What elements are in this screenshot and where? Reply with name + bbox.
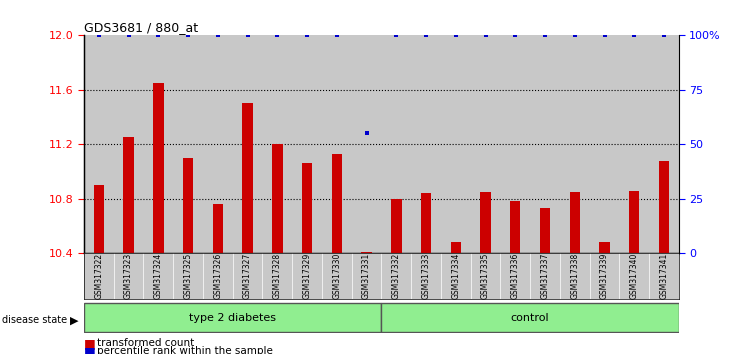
Bar — [510, 201, 520, 253]
Text: GSM317329: GSM317329 — [302, 253, 312, 299]
Text: GSM317339: GSM317339 — [600, 253, 609, 299]
Text: GSM317322: GSM317322 — [94, 253, 104, 299]
Text: GSM317333: GSM317333 — [421, 253, 431, 299]
Text: GSM317325: GSM317325 — [183, 253, 193, 299]
Bar — [391, 199, 402, 253]
Text: GSM317323: GSM317323 — [124, 253, 133, 299]
Bar — [173, 35, 203, 253]
Bar — [263, 35, 292, 253]
Bar — [352, 35, 381, 253]
Bar — [629, 190, 639, 253]
Bar — [322, 35, 352, 253]
Bar — [153, 83, 164, 253]
Bar — [590, 35, 619, 253]
Text: GSM317341: GSM317341 — [659, 253, 669, 299]
Bar — [292, 35, 322, 253]
Bar — [658, 161, 669, 253]
Bar — [182, 158, 193, 253]
Bar — [203, 35, 233, 253]
Bar — [471, 35, 501, 253]
Bar — [501, 35, 530, 253]
Text: ■: ■ — [84, 337, 96, 350]
Bar — [84, 35, 114, 253]
Bar — [450, 242, 461, 253]
Bar — [114, 35, 143, 253]
Bar — [411, 35, 441, 253]
Text: control: control — [511, 313, 550, 322]
Text: GSM317336: GSM317336 — [511, 253, 520, 299]
Bar — [272, 144, 283, 253]
Bar — [530, 35, 560, 253]
FancyBboxPatch shape — [381, 303, 679, 332]
Bar — [93, 185, 104, 253]
Text: transformed count: transformed count — [97, 338, 194, 348]
Text: GDS3681 / 880_at: GDS3681 / 880_at — [84, 21, 198, 34]
Text: ■: ■ — [84, 345, 96, 354]
Bar — [560, 35, 590, 253]
Text: GSM317337: GSM317337 — [540, 253, 550, 299]
Bar — [301, 163, 312, 253]
Text: GSM317331: GSM317331 — [362, 253, 371, 299]
Text: GSM317338: GSM317338 — [570, 253, 580, 299]
Text: GSM317324: GSM317324 — [154, 253, 163, 299]
Bar — [599, 242, 610, 253]
Text: GSM317340: GSM317340 — [630, 253, 639, 299]
Bar — [381, 35, 411, 253]
Bar — [242, 103, 253, 253]
Bar — [233, 35, 263, 253]
Bar — [212, 204, 223, 253]
Bar — [480, 192, 491, 253]
Text: GSM317335: GSM317335 — [481, 253, 490, 299]
Bar — [539, 208, 550, 253]
FancyBboxPatch shape — [84, 303, 381, 332]
Text: type 2 diabetes: type 2 diabetes — [189, 313, 276, 322]
Text: GSM317334: GSM317334 — [451, 253, 461, 299]
Bar — [619, 35, 649, 253]
Bar — [569, 192, 580, 253]
Bar — [123, 137, 134, 253]
Text: ▶: ▶ — [70, 315, 79, 325]
Text: GSM317332: GSM317332 — [392, 253, 401, 299]
Text: GSM317326: GSM317326 — [213, 253, 223, 299]
Bar — [143, 35, 173, 253]
Bar — [420, 193, 431, 253]
Bar — [361, 252, 372, 253]
Text: disease state: disease state — [2, 315, 67, 325]
Text: GSM317330: GSM317330 — [332, 253, 342, 299]
Bar — [441, 35, 471, 253]
Bar — [331, 154, 342, 253]
Text: GSM317327: GSM317327 — [243, 253, 252, 299]
Bar — [649, 35, 679, 253]
Text: GSM317328: GSM317328 — [273, 253, 282, 299]
Text: percentile rank within the sample: percentile rank within the sample — [97, 346, 273, 354]
